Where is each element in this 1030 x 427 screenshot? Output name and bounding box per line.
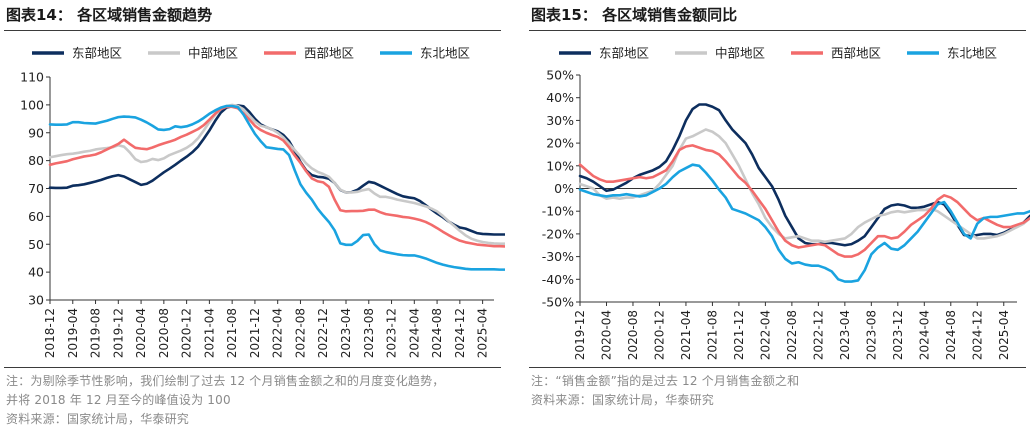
chart-panel-yoy: 图表15： 各区域销售金额同比 东部地区 中部地区 西部地区 东北地区 -50% -40%… [525,0,1030,423]
y-tick-label: -20% [542,226,574,241]
x-tick-label: 2024-04 [917,310,931,360]
trend-line-chart: 东部地区 中部地区 西部地区 东北地区 30 40 50 60 70 80 90 100 110 2018… [20,46,505,358]
chart-title: 图表15： 各区域销售金额同比 [531,6,738,24]
y-tick-label: 30% [546,113,574,128]
x-tick-label: 2022-04 [758,310,772,360]
legend-label: 东部地区 [72,46,122,61]
x-tick-label: 2019-08 [89,308,103,358]
y-tick-label: 70 [28,181,44,196]
chart-source: 资料来源：国家统计局，华泰研究 [531,393,715,407]
chart-note-line-2: 并将 2018 年 12 月至今的峰值设为 100 [6,393,231,407]
x-tick-label: 2024-04 [407,308,421,358]
x-tick-label: 2022-08 [785,310,799,360]
x-tick-label: 2020-04 [134,308,148,358]
legend-label: 西部地区 [304,46,354,61]
x-tick-label: 2020-08 [626,310,640,360]
legend-label: 东北地区 [420,46,470,61]
series-line-0 [48,104,505,236]
legend-item-0: 东部地区 [32,46,122,61]
x-tick-label: 2020-12 [180,308,194,358]
x-tick-label: 2019-12 [111,308,125,358]
y-tick-label: 80 [28,153,44,168]
series-line-3 [48,104,505,271]
x-tick-label: 2022-04 [271,308,285,358]
x-tick-label: 2023-08 [864,310,878,360]
legend-label: 中部地区 [715,46,765,61]
y-tick-label: 30 [28,293,44,308]
title-divider [4,30,501,31]
legend-item-1: 中部地区 [148,46,238,61]
y-tick-label: 50 [28,237,44,252]
x-tick-label: 2025-04 [997,310,1011,360]
x-tick-label: 2024-08 [430,308,444,358]
legend-item-2: 西部地区 [791,46,881,61]
legend-item-0: 东部地区 [559,46,649,61]
series-line-0 [578,103,1030,247]
x-tick-label: 2022-12 [811,310,825,360]
chart-note-line-1: 注：为剔除季节性影响，我们绘制了过去 12 个月销售金额之和的月度变化趋势， [6,374,445,388]
legend-item-1: 中部地区 [675,46,765,61]
series-line-1 [48,103,505,245]
chart-panel-trend: 图表14： 各区域销售金额趋势 东部地区 中部地区 西部地区 东北地区 30 40 50 60… [0,0,505,426]
x-tick-label: 2021-08 [225,308,239,358]
x-tick-label: 2019-04 [66,308,80,358]
x-tick-label: 2021-04 [679,310,693,360]
x-tick-label: 2023-08 [362,308,376,358]
x-tick-label: 2020-12 [652,310,666,360]
bottom-divider [4,367,501,368]
series-line-1 [578,128,1030,244]
y-tick-label: 90 [28,125,44,140]
legend-label: 东部地区 [599,46,649,61]
legend-item-2: 西部地区 [264,46,354,61]
y-tick-label: -10% [542,204,574,219]
x-tick-label: 2023-04 [838,310,852,360]
x-tick-label: 2023-12 [385,308,399,358]
x-tick-label: 2023-12 [891,310,905,360]
legend-label: 东北地区 [947,46,997,61]
y-tick-label: -40% [542,272,574,287]
x-tick-label: 2022-08 [293,308,307,358]
x-tick-label: 2022-12 [316,308,330,358]
series-line-2 [48,105,505,248]
chart-note-line-1: 注：“销售金额”指的是过去 12 个月销售金额之和 [531,374,800,388]
y-tick-label: 10% [546,158,574,173]
legend-label: 西部地区 [831,46,881,61]
x-tick-label: 2021-12 [248,308,262,358]
series-line-3 [578,163,1030,283]
x-tick-label: 2018-12 [43,308,57,358]
y-tick-label: 40 [28,265,44,280]
y-tick-label: 100 [20,97,44,112]
legend-item-3: 东北地区 [907,46,997,61]
y-tick-label: 60 [28,209,44,224]
x-tick-label: 2020-08 [157,308,171,358]
y-tick-label: 0% [554,181,574,196]
legend-label: 中部地区 [188,46,238,61]
x-tick-label: 2024-08 [944,310,958,360]
x-tick-label: 2024-12 [453,308,467,358]
y-tick-label: -50% [542,295,574,310]
y-tick-label: 50% [546,68,574,83]
title-divider [529,30,1026,31]
chart-source: 资料来源：国家统计局，华泰研究 [6,412,190,426]
y-tick-label: -30% [542,249,574,264]
x-tick-label: 2021-12 [732,310,746,360]
chart-title: 图表14： 各区域销售金额趋势 [6,6,213,24]
x-tick-label: 2019-12 [573,310,587,360]
x-tick-label: 2024-12 [970,310,984,360]
bottom-divider [529,367,1026,368]
legend-item-3: 东北地区 [380,46,470,61]
y-tick-label: 20% [546,136,574,151]
x-tick-label: 2020-04 [599,310,613,360]
x-tick-label: 2021-08 [705,310,719,360]
series-line-2 [578,144,1030,258]
x-tick-label: 2021-04 [202,308,216,358]
yoy-line-chart: 东部地区 中部地区 西部地区 东北地区 -50% -40% -30% -20% -10% 0% 10… [542,46,1030,360]
x-tick-label: 2025-04 [476,308,490,358]
y-tick-label: 40% [546,90,574,105]
y-tick-label: 110 [20,70,44,85]
x-tick-label: 2023-04 [339,308,353,358]
